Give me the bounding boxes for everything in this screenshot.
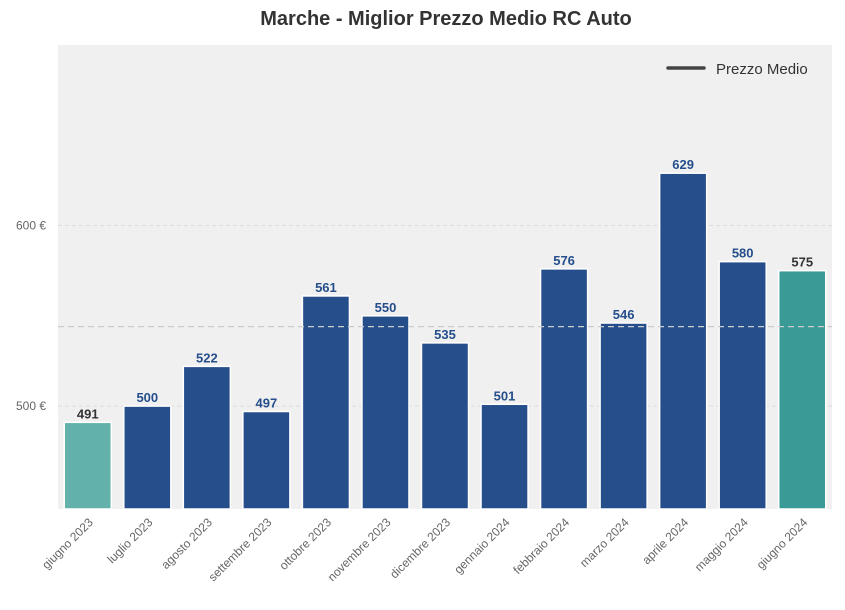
bar	[123, 405, 172, 510]
bar	[242, 410, 291, 510]
bar-value-label: 546	[613, 307, 635, 322]
x-tick-label: dicembre 2023	[387, 515, 453, 581]
bar-value-label: 575	[791, 255, 813, 270]
bar-value-label: 576	[553, 253, 575, 268]
bar-value-label: 491	[77, 406, 99, 421]
bar	[63, 421, 113, 510]
bar	[182, 365, 232, 510]
x-tick-label: gennaio 2024	[451, 515, 513, 577]
x-tick-label: giugno 2024	[754, 515, 811, 572]
bar	[539, 268, 589, 510]
x-tick-label: ottobre 2023	[276, 515, 334, 573]
bar	[361, 315, 410, 510]
bar-value-label: 580	[732, 246, 754, 261]
legend: Prezzo Medio	[666, 61, 808, 78]
bar-value-label: 561	[315, 280, 337, 295]
bar	[301, 295, 351, 510]
bar-value-label: 522	[196, 350, 218, 365]
x-tick-label: settembre 2023	[206, 515, 275, 584]
data-labels: 491 500 522 497 561 550 535 501 576 546 629 580 575	[77, 157, 813, 421]
bar	[658, 172, 708, 510]
bar-value-label: 535	[434, 327, 456, 342]
bar	[777, 269, 827, 510]
bar-value-label: 501	[494, 388, 516, 403]
legend-label: Prezzo Medio	[716, 61, 808, 78]
x-tick-label: aprile 2024	[639, 515, 691, 567]
bars	[63, 172, 827, 510]
bar	[420, 342, 470, 510]
x-tick-label: luglio 2023	[104, 515, 155, 566]
bar	[718, 260, 767, 510]
bar-value-label: 629	[672, 157, 694, 172]
bar-value-label: 550	[375, 300, 397, 315]
x-tick-label: giugno 2023	[39, 515, 96, 572]
x-tick-label: maggio 2024	[692, 515, 751, 574]
x-tick-label: febbraio 2024	[510, 515, 572, 577]
bar-value-label: 500	[136, 390, 158, 405]
x-tick-label: agosto 2023	[158, 515, 215, 572]
bar-value-label: 497	[256, 396, 278, 411]
bar	[480, 403, 529, 510]
y-tick-label: 600 €	[16, 219, 46, 233]
chart-title: Marche - Miglior Prezzo Medio RC Auto	[260, 8, 632, 30]
x-tick-label: marzo 2024	[577, 515, 632, 570]
y-axis: 500 € 600 €	[16, 219, 46, 414]
bar	[599, 322, 648, 510]
x-tick-label: novembre 2023	[325, 515, 394, 584]
x-axis: giugno 2023 luglio 2023 agosto 2023settemb…	[39, 515, 810, 584]
y-tick-label: 500 €	[16, 399, 46, 413]
